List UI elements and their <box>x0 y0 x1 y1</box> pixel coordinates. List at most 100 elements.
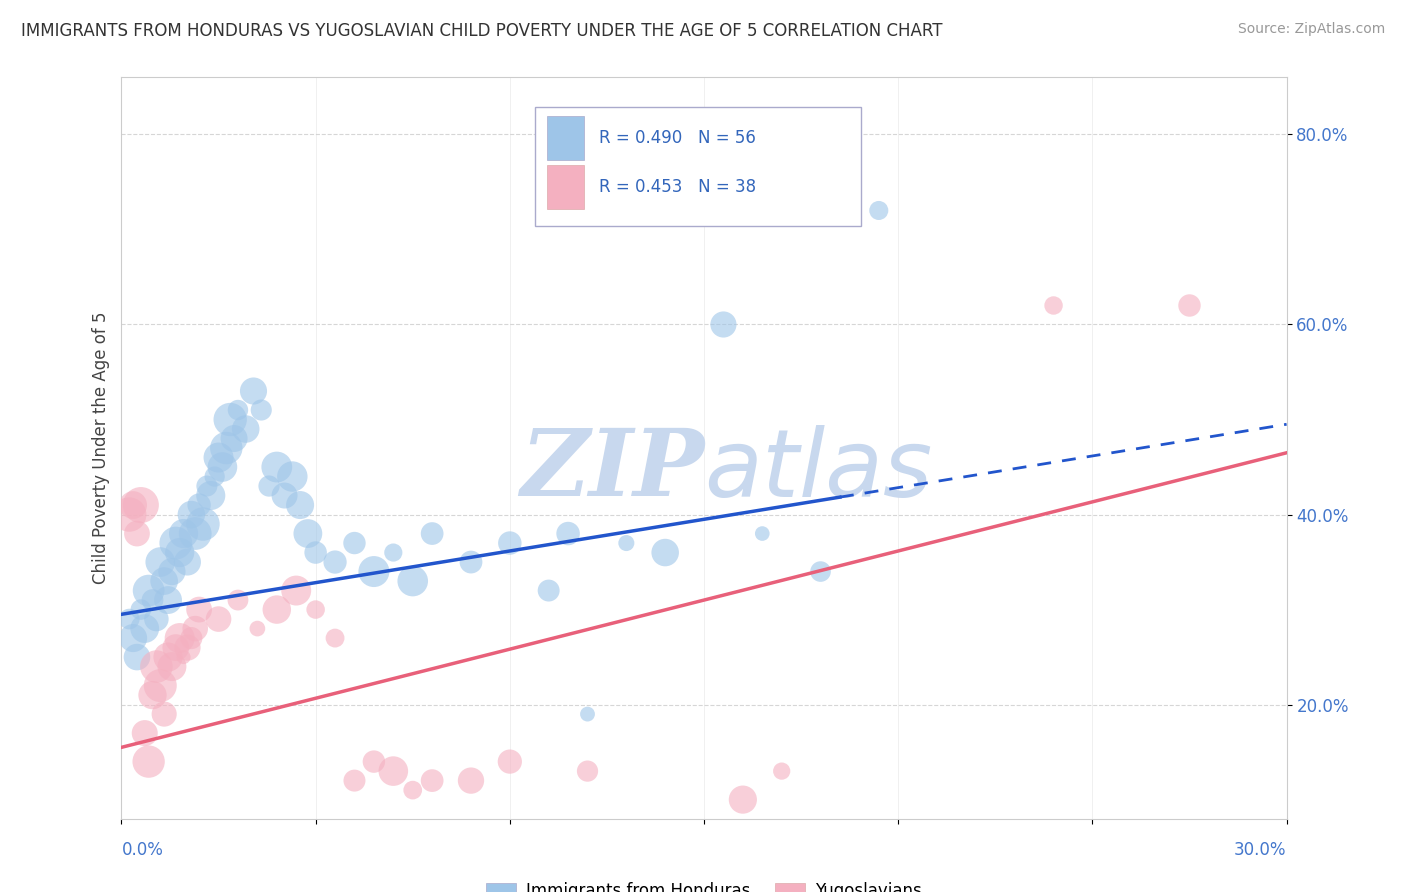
Point <box>304 545 326 559</box>
Point <box>207 450 229 465</box>
Point <box>211 460 233 475</box>
Point <box>173 526 195 541</box>
Text: R = 0.490   N = 56: R = 0.490 N = 56 <box>599 129 756 147</box>
Text: IMMIGRANTS FROM HONDURAS VS YUGOSLAVIAN CHILD POVERTY UNDER THE AGE OF 5 CORRELA: IMMIGRANTS FROM HONDURAS VS YUGOSLAVIAN … <box>21 22 942 40</box>
Point <box>125 526 148 541</box>
Point <box>169 545 191 559</box>
Point <box>129 498 152 512</box>
FancyBboxPatch shape <box>547 165 583 209</box>
Point <box>134 726 156 740</box>
Point <box>731 792 754 806</box>
Point <box>273 489 295 503</box>
Point <box>343 773 366 788</box>
Point <box>537 583 560 598</box>
Point <box>363 755 385 769</box>
Point <box>235 422 257 436</box>
Point <box>118 612 141 626</box>
Point <box>297 526 319 541</box>
Point <box>195 479 218 493</box>
Point <box>141 688 163 702</box>
Point <box>810 565 832 579</box>
Point <box>207 612 229 626</box>
Point <box>180 631 202 645</box>
Point <box>288 498 311 512</box>
Point <box>125 650 148 665</box>
Point <box>141 593 163 607</box>
Point <box>215 441 238 455</box>
Point <box>226 403 249 417</box>
Text: atlas: atlas <box>704 425 932 516</box>
Point <box>868 203 890 218</box>
Point <box>499 536 522 550</box>
Point <box>134 622 156 636</box>
Point <box>169 631 191 645</box>
Point <box>343 536 366 550</box>
Point <box>614 536 637 550</box>
Point <box>219 412 242 426</box>
Y-axis label: Child Poverty Under the Age of 5: Child Poverty Under the Age of 5 <box>93 312 110 584</box>
Text: ZIP: ZIP <box>520 425 704 516</box>
Point <box>266 460 288 475</box>
Point <box>257 479 280 493</box>
Point <box>157 650 180 665</box>
Point <box>304 602 326 616</box>
Point <box>145 659 167 673</box>
Point <box>160 565 183 579</box>
Point <box>149 555 172 569</box>
FancyBboxPatch shape <box>547 116 583 160</box>
Point <box>402 574 425 588</box>
Point <box>188 602 211 616</box>
Point <box>323 555 346 569</box>
Point <box>246 622 269 636</box>
Point <box>173 650 195 665</box>
Point <box>184 622 207 636</box>
Point <box>460 555 482 569</box>
Point <box>122 631 145 645</box>
Point <box>713 318 735 332</box>
Point <box>285 583 308 598</box>
Point <box>176 640 198 655</box>
Point <box>129 602 152 616</box>
Point <box>188 498 211 512</box>
FancyBboxPatch shape <box>536 107 862 226</box>
Point <box>145 612 167 626</box>
Point <box>176 555 198 569</box>
Point <box>184 526 207 541</box>
Point <box>281 469 304 483</box>
Point <box>149 679 172 693</box>
Point <box>382 545 405 559</box>
Legend: Immigrants from Honduras, Yugoslavians: Immigrants from Honduras, Yugoslavians <box>479 875 929 892</box>
Text: Source: ZipAtlas.com: Source: ZipAtlas.com <box>1237 22 1385 37</box>
Point <box>499 755 522 769</box>
Point <box>200 489 222 503</box>
Point <box>1042 298 1064 312</box>
Point <box>138 583 160 598</box>
Point <box>460 773 482 788</box>
Point <box>157 593 180 607</box>
Point <box>576 707 599 722</box>
Point <box>323 631 346 645</box>
Point <box>576 764 599 778</box>
Point <box>557 526 579 541</box>
Point <box>402 783 425 797</box>
Point <box>770 764 793 778</box>
Point <box>242 384 264 398</box>
Point <box>226 593 249 607</box>
Text: 30.0%: 30.0% <box>1234 841 1286 859</box>
Point <box>191 516 214 531</box>
Point <box>165 536 187 550</box>
Point <box>165 640 187 655</box>
Point <box>751 526 773 541</box>
Point <box>222 432 245 446</box>
Point <box>1178 298 1201 312</box>
Point <box>266 602 288 616</box>
Point <box>382 764 405 778</box>
Point <box>654 545 676 559</box>
Point <box>153 574 176 588</box>
Point <box>153 707 176 722</box>
Point <box>363 565 385 579</box>
Point <box>122 498 145 512</box>
Point <box>204 469 226 483</box>
Point <box>420 773 443 788</box>
Point <box>180 508 202 522</box>
